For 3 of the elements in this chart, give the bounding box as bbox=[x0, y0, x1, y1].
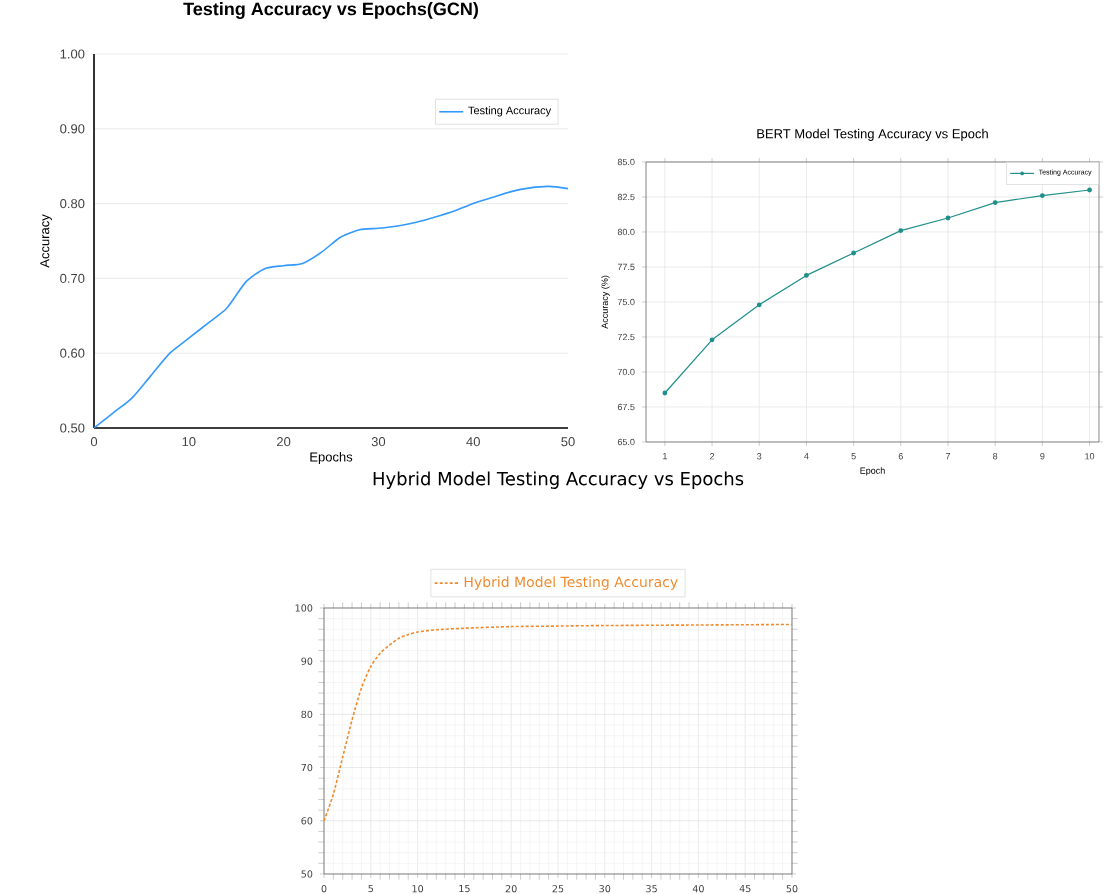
chart-title: Hybrid Model Testing Accuracy vs Epochs bbox=[373, 471, 744, 489]
line-series bbox=[324, 623, 792, 822]
chart-title: Testing Accuracy vs Epochs(GCN) bbox=[183, 2, 478, 19]
